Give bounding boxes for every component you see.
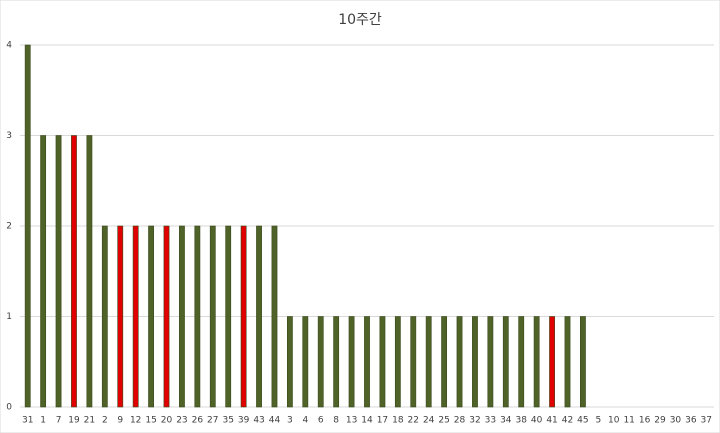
bar: [379, 316, 386, 408]
bar: [410, 316, 417, 408]
x-tick-label: 7: [56, 416, 62, 426]
x-tick-label: 20: [161, 416, 173, 426]
bar: [225, 225, 232, 408]
x-tick-label: 39: [238, 416, 250, 426]
bar: [472, 316, 478, 408]
bar: [518, 316, 525, 408]
bar: [194, 225, 201, 408]
bar: [240, 225, 247, 408]
x-tick-label: 30: [670, 416, 682, 426]
x-tick-label: 40: [531, 416, 543, 426]
bar: [179, 225, 185, 408]
x-tick-label: 31: [22, 416, 33, 426]
x-tick-label: 42: [562, 416, 573, 426]
bar: [487, 316, 494, 408]
x-tick-label: 34: [500, 416, 512, 426]
x-tick-label: 32: [469, 416, 480, 426]
bar: [117, 225, 124, 408]
y-tick-label: 1: [6, 312, 12, 322]
bar: [302, 316, 309, 408]
x-tick-label: 45: [577, 416, 588, 426]
bar: [425, 316, 432, 408]
bar: [40, 135, 47, 408]
x-tick-label: 10: [608, 416, 620, 426]
x-tick-label: 19: [68, 416, 80, 426]
x-tick-label: 2: [102, 416, 108, 426]
x-tick-label: 33: [485, 416, 496, 426]
y-tick-label: 0: [6, 403, 12, 413]
x-tick-label: 36: [685, 416, 697, 426]
bar: [209, 225, 216, 408]
x-tick-label: 8: [333, 416, 339, 426]
x-tick-label: 9: [117, 416, 123, 426]
x-tick-label: 25: [438, 416, 449, 426]
bar: [24, 44, 31, 408]
x-tick-label: 41: [546, 416, 557, 426]
x-tick-label: 15: [145, 416, 156, 426]
x-tick-label: 1: [40, 416, 46, 426]
x-tick-label: 24: [423, 416, 435, 426]
x-tick-label: 35: [222, 416, 233, 426]
bar: [348, 316, 355, 408]
bar: [549, 316, 555, 408]
bar: [163, 225, 170, 408]
bar: [580, 316, 586, 408]
y-tick-label: 2: [6, 222, 12, 232]
bar: [364, 316, 370, 408]
bar: [101, 225, 108, 408]
bar: [256, 225, 262, 408]
x-tick-label: 6: [318, 416, 324, 426]
x-tick-label: 13: [346, 416, 357, 426]
x-tick-label: 38: [515, 416, 527, 426]
bar: [271, 225, 278, 408]
bar: [394, 316, 401, 408]
x-tick-label: 22: [408, 416, 419, 426]
x-tick-label: 12: [130, 416, 141, 426]
x-tick-label: 27: [207, 416, 218, 426]
x-tick-label: 28: [454, 416, 466, 426]
y-tick-label: 3: [6, 131, 12, 141]
x-tick-label: 3: [287, 416, 293, 426]
x-tick-label: 29: [654, 416, 666, 426]
x-tick-label: 26: [192, 416, 204, 426]
bar: [333, 316, 340, 408]
x-tick-label: 21: [84, 416, 95, 426]
bar: [55, 135, 62, 408]
bar: [286, 316, 293, 408]
bar: [71, 135, 77, 408]
x-tick-label: 14: [361, 416, 373, 426]
x-tick-label: 23: [176, 416, 187, 426]
x-tick-label: 44: [269, 416, 281, 426]
bar: [533, 316, 540, 408]
x-tick-label: 11: [623, 416, 634, 426]
bar: [317, 316, 324, 408]
x-tick-label: 37: [701, 416, 712, 426]
x-tick-label: 4: [302, 416, 308, 426]
x-tick-label: 5: [595, 416, 601, 426]
x-tick-label: 17: [377, 416, 388, 426]
x-tick-label: 18: [392, 416, 404, 426]
bar: [148, 225, 154, 408]
x-tick-label: 16: [639, 416, 651, 426]
bar: [132, 225, 139, 408]
bar: [502, 316, 509, 408]
x-tick-label: 43: [253, 416, 264, 426]
chart-title: 10주간: [338, 12, 382, 28]
bar: [86, 135, 93, 408]
bar: [441, 316, 448, 408]
bar: [456, 316, 463, 408]
bar: [564, 316, 571, 408]
y-tick-label: 4: [6, 41, 12, 51]
